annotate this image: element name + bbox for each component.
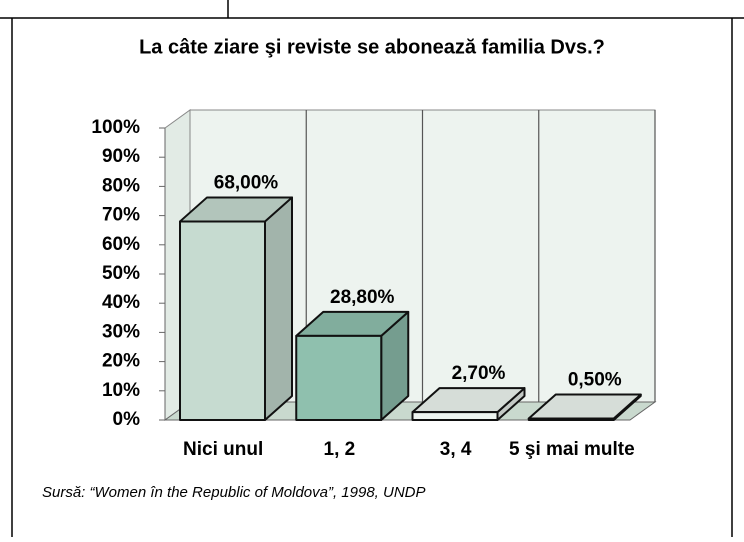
value-label: 0,50%	[568, 370, 622, 391]
bar	[527, 393, 642, 421]
y-tick-label: 70%	[102, 205, 140, 226]
bar-side	[264, 196, 293, 421]
bar-front	[295, 334, 383, 421]
bar-front	[179, 220, 266, 421]
value-label: 2,70%	[452, 363, 506, 384]
bar-front	[411, 411, 499, 421]
x-tick-label: 1, 2	[324, 439, 356, 460]
y-tick-label: 80%	[102, 175, 140, 196]
x-tick-label: 3, 4	[440, 439, 472, 460]
bar	[411, 387, 526, 421]
y-tick-label: 20%	[102, 351, 140, 372]
y-tick-label: 0%	[113, 409, 141, 430]
value-label: 28,80%	[330, 287, 395, 308]
bar	[179, 196, 293, 421]
source-note: Sursă: “Women în the Republic of Moldova…	[42, 484, 426, 501]
value-label: 68,00%	[214, 172, 279, 193]
x-tick-label: 5 şi mai multe	[509, 439, 635, 460]
y-tick-label: 30%	[102, 321, 140, 342]
y-tick-label: 50%	[102, 263, 140, 284]
y-tick-label: 10%	[102, 380, 140, 401]
x-tick-label: Nici unul	[183, 439, 263, 460]
y-tick-label: 90%	[102, 146, 140, 167]
bar-front	[527, 417, 615, 421]
y-tick-label: 40%	[102, 292, 140, 313]
y-tick-label: 60%	[102, 234, 140, 255]
bar	[295, 310, 410, 421]
y-tick-label: 100%	[91, 117, 140, 138]
chart-title: La câte ziare şi reviste se abonează fam…	[139, 36, 605, 58]
